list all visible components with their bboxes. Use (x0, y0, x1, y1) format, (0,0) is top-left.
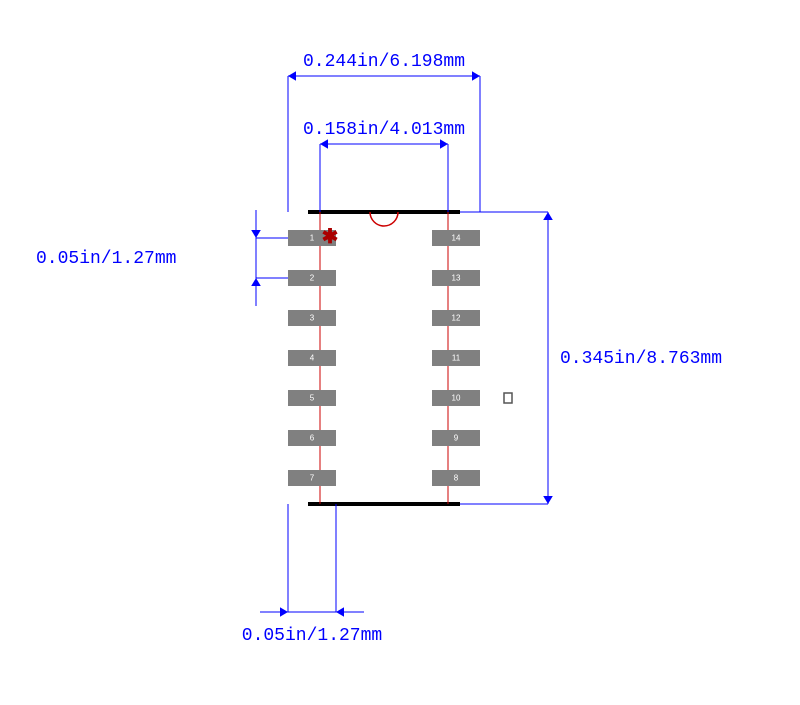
pad-number: 6 (310, 434, 315, 443)
pad-number: 11 (452, 354, 461, 363)
pad-number: 12 (452, 314, 461, 323)
pad-number: 5 (310, 394, 315, 403)
body-bar-top (308, 210, 460, 214)
dimension-label: 0.345in/8.763mm (560, 349, 722, 369)
pin1-notch (370, 212, 398, 226)
pad-number: 3 (310, 314, 315, 323)
dimension-label: 0.158in/4.013mm (303, 120, 465, 140)
pad-number: 1 (310, 234, 315, 243)
pin1-star-icon: ✱ (322, 226, 339, 248)
pad-number: 7 (310, 474, 315, 483)
dimension-label: 0.05in/1.27mm (36, 249, 176, 269)
pad-number: 9 (454, 434, 459, 443)
body-bar-bottom (308, 502, 460, 506)
pad-number: 2 (310, 274, 315, 283)
pad-number: 13 (452, 274, 461, 283)
pad-number: 14 (452, 234, 461, 243)
marker-square (504, 393, 512, 403)
pad-number: 8 (454, 474, 459, 483)
dimension-label: 0.244in/6.198mm (303, 52, 465, 72)
dimension-label: 0.05in/1.27mm (242, 626, 382, 646)
pad-number: 4 (310, 354, 315, 363)
pad-number: 10 (452, 394, 461, 403)
